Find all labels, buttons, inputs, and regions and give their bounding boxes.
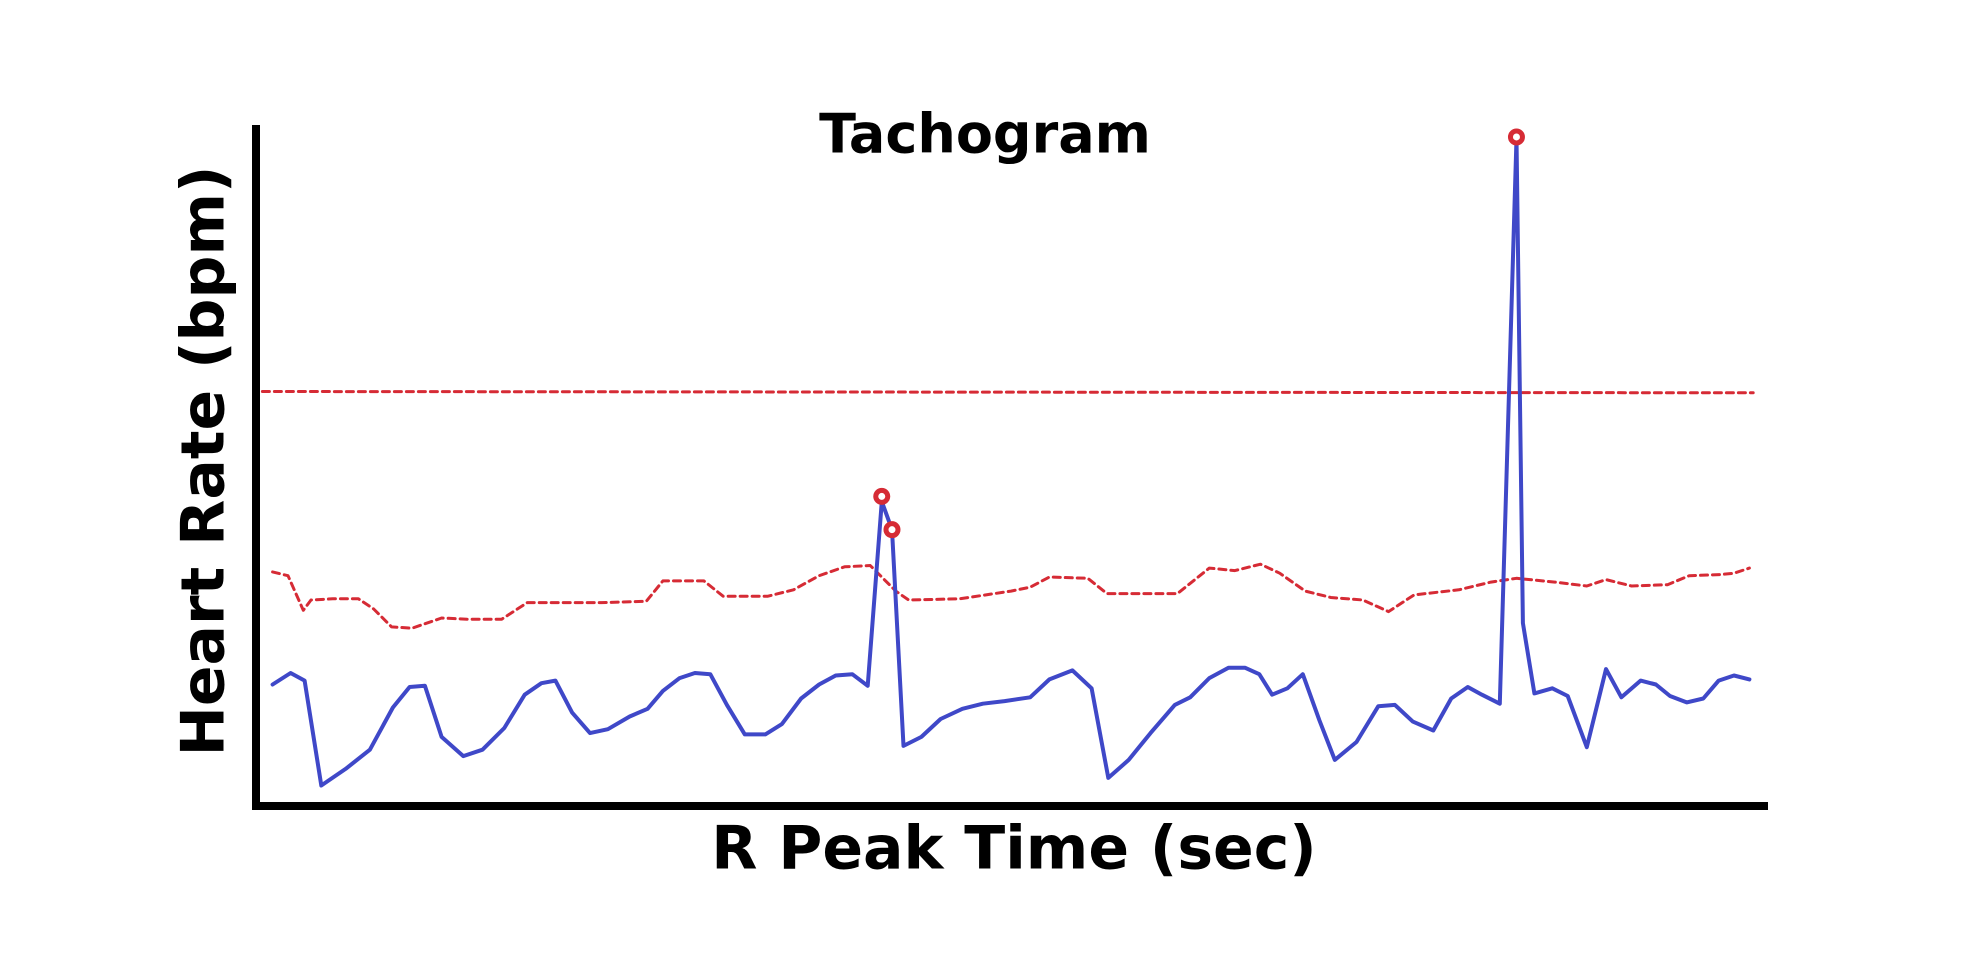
chart-title: Tachogram bbox=[819, 103, 1151, 166]
x-axis-label: R Peak Time (sec) bbox=[711, 814, 1316, 884]
threshold-line bbox=[271, 562, 1751, 630]
outlier-marker bbox=[1507, 128, 1525, 146]
threshold-line bbox=[260, 390, 1755, 395]
y-axis-label: Heart Rate (bpm) bbox=[169, 166, 239, 757]
heart-rate-line bbox=[270, 136, 1752, 788]
outlier-marker bbox=[873, 487, 891, 505]
outlier-marker bbox=[883, 521, 901, 539]
